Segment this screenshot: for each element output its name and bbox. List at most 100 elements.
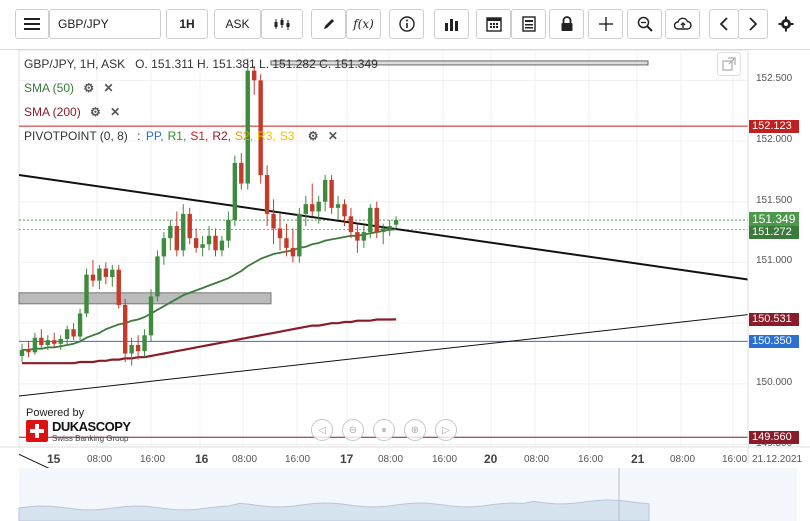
candle-bull [316, 201, 321, 212]
chevron-right-icon[interactable] [738, 9, 768, 39]
chevron-left-icon[interactable] [709, 9, 739, 39]
chart-toolbar: GBP/JPY 1H ASK f(x) [0, 0, 810, 50]
candle-bear [52, 340, 57, 344]
ohlc-legend-text: GBP/JPY, 1H, ASK O. 151.311 H. 151.381 L… [24, 57, 378, 71]
sma50-close-icon[interactable]: ✕ [103, 81, 114, 95]
candle-bear [239, 162, 244, 184]
expand-icon[interactable] [717, 52, 741, 76]
settings-gear-icon[interactable] [771, 9, 801, 39]
support-zone [18, 292, 272, 305]
price-chart[interactable] [0, 50, 810, 521]
pivot-label: PIVOTPOINT (0, 8) [24, 129, 128, 143]
template-icon[interactable] [511, 9, 546, 39]
pivot-item-label: S2, [235, 129, 254, 143]
info-icon[interactable] [389, 9, 424, 39]
candle-bear [329, 179, 334, 208]
candle-bear [264, 175, 270, 214]
volume-bars-icon[interactable] [434, 9, 469, 39]
candle-bear [90, 274, 96, 281]
cloud-upload-icon[interactable] [665, 9, 700, 39]
candle-bull [142, 335, 147, 352]
indicators-button[interactable]: f(x) [346, 9, 381, 39]
candle-bear [342, 204, 347, 217]
indicators-label: f(x) [353, 17, 374, 31]
candle-bull [45, 340, 50, 346]
candle-bear [355, 232, 360, 241]
zoom-in-icon[interactable]: ⊕ [404, 419, 426, 441]
zoom-icon[interactable] [627, 9, 662, 39]
drawing-pencil-icon[interactable] [311, 9, 346, 39]
time-axis-day-label: 16 [195, 452, 209, 466]
pivot-item-label: R1, [167, 129, 187, 143]
pivot-close-icon[interactable]: ✕ [327, 129, 338, 143]
price-tag: 150.531 [749, 313, 799, 327]
calendar-icon[interactable] [476, 9, 511, 39]
navigator-area [18, 499, 650, 521]
sma50-settings-gear-icon[interactable]: ⚙ [83, 81, 95, 95]
candle-bull [206, 235, 212, 245]
candle-bull [200, 244, 205, 248]
sma50-label: SMA (50) [24, 81, 75, 95]
scroll-left-icon[interactable]: ◁ [311, 419, 333, 441]
lock-icon[interactable] [549, 9, 584, 39]
sma200-settings-gear-icon[interactable]: ⚙ [90, 105, 101, 119]
candle-bear [252, 70, 257, 81]
crosshair-icon[interactable] [588, 9, 623, 39]
price-axis-label: 152.000 [756, 134, 793, 146]
candle-bull [77, 313, 83, 337]
sma200-close-icon[interactable]: ✕ [110, 105, 121, 119]
sma200-legend: SMA (200) ⚙ ✕ [24, 105, 120, 119]
time-axis-label: 16:00 [285, 454, 311, 465]
time-axis-day-label: 20 [484, 452, 498, 466]
candle-bull [181, 213, 186, 251]
time-axis-day-label: 17 [340, 452, 354, 466]
price-tag: 151.272 [749, 226, 799, 240]
menu-icon[interactable] [15, 9, 49, 39]
zoom-out-icon[interactable]: ⊖ [342, 419, 364, 441]
reset-zoom-icon[interactable]: ⏸ [373, 419, 395, 441]
trend-line-up [18, 314, 749, 397]
candle-bull [303, 204, 308, 214]
time-axis-label: 08:00 [378, 454, 404, 465]
time-axis-label: 08:00 [670, 454, 696, 465]
price-axis-label: 151.000 [756, 255, 793, 267]
brand-subtitle: Swiss Banking Group [52, 434, 129, 443]
scroll-right-icon[interactable]: ▷ [435, 419, 457, 441]
time-axis-label: 16:00 [578, 454, 604, 465]
candle-bull [393, 220, 399, 225]
price-tag: 152.123 [749, 120, 799, 134]
candle-bull [161, 238, 167, 257]
candle-bull [226, 219, 231, 241]
sma50-legend: SMA (50) ⚙ ✕ [24, 81, 114, 95]
candle-bull [155, 256, 160, 297]
chart-area[interactable]: GBP/JPY, 1H, ASK O. 151.311 H. 151.381 L… [0, 50, 810, 521]
candle-bear [310, 204, 315, 212]
candle-bull [58, 338, 63, 344]
candle-bear [284, 238, 289, 248]
candle-bull [32, 337, 38, 353]
candle-bear [290, 247, 296, 257]
candle-bull [361, 232, 367, 241]
plot-background [18, 50, 749, 448]
pivot-settings-gear-icon[interactable]: ⚙ [307, 129, 319, 143]
price-tag: 150.350 [749, 335, 799, 349]
symbol-selector[interactable]: GBP/JPY [49, 9, 161, 39]
candle-bear [103, 268, 109, 278]
price-tag: 149.560 [749, 431, 799, 445]
candle-bull [322, 179, 328, 202]
timeframe-label: 1H [179, 17, 195, 31]
side-button[interactable]: ASK [214, 9, 261, 39]
side-label: ASK [225, 17, 250, 31]
price-axis-label: 150.000 [756, 376, 793, 388]
pivot-item-label: S3 [279, 129, 295, 143]
candle-bull [219, 240, 225, 251]
resistance-zone [270, 60, 649, 66]
candle-bear [39, 337, 44, 346]
candle-bear [135, 345, 141, 352]
chart-type-icon[interactable] [261, 9, 303, 39]
pivot-legend: PIVOTPOINT (0, 8) : PP, R1, S1, R2, S2, R3, S3… [24, 129, 338, 143]
ohlc-legend: GBP/JPY, 1H, ASK O. 151.311 H. 151.381 L… [24, 57, 378, 71]
pivot-item-label: R3, [257, 129, 276, 143]
timeframe-button[interactable]: 1H [166, 9, 208, 39]
symbol-label: GBP/JPY [58, 17, 109, 31]
